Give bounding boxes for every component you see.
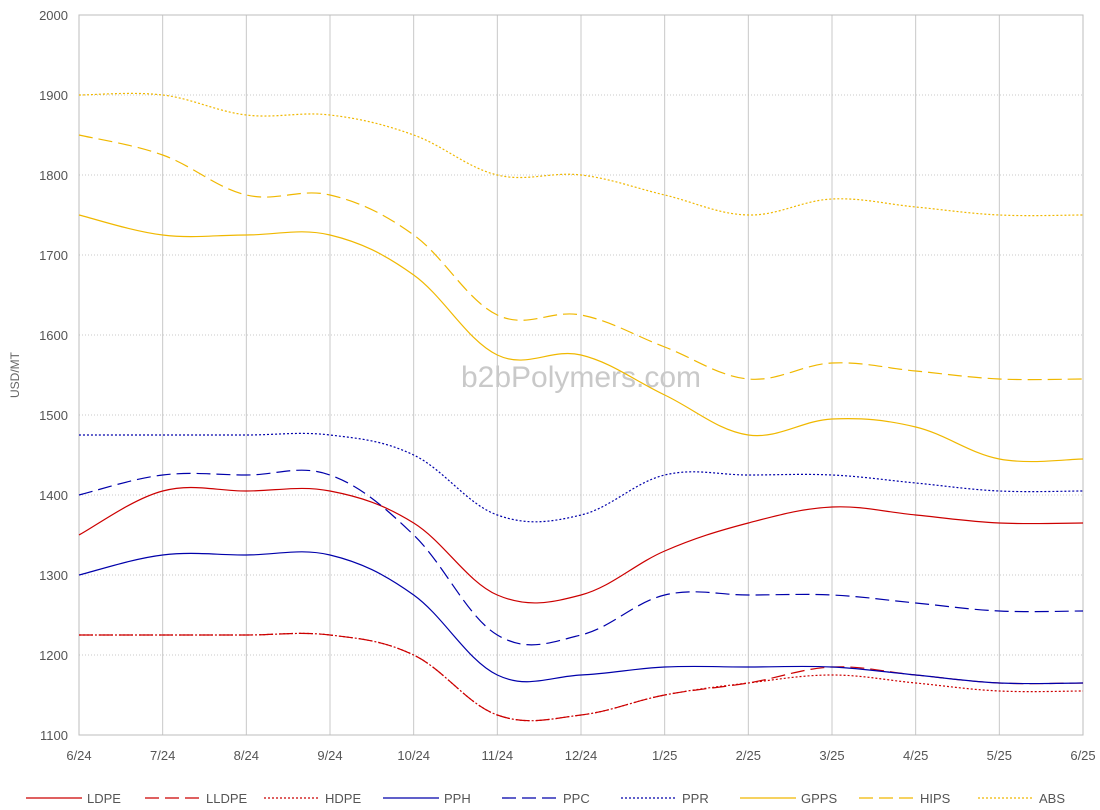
plot-frame [78,14,1084,736]
series-line-abs [78,92,1084,217]
legend-label: PPH [444,791,471,806]
axes: 1100 1200 1300 1400 1500 1600 1700 1800 1900 2000… [39,8,1096,763]
legend-label: GPPS [801,791,837,806]
legend-item-gpps: GPPS [740,791,837,806]
y-tick-label: 2000 [39,8,68,23]
y-tick-label: 1400 [39,488,68,503]
legend-item-abs: ABS [978,791,1065,806]
x-tick-label: 2/25 [736,748,761,763]
x-tick-label: 12/24 [565,748,598,763]
series-line-hdpe [79,632,1084,722]
series-line-ppc [78,469,1084,646]
x-tick-label: 11/24 [482,748,514,763]
y-tick-label: 1600 [39,328,68,343]
legend-item-hdpe: HDPE [264,791,361,806]
y-tick-label: 1800 [39,168,68,183]
legend-item-ppr: PPR [621,791,709,806]
x-tick-label: 4/25 [903,748,928,763]
y-tick-label: 1900 [39,88,68,103]
legend-label: PPR [682,791,709,806]
x-tick-label: 3/25 [819,748,844,763]
x-tick-label: 7/24 [150,748,175,763]
x-tick-label: 1/25 [652,748,677,763]
legend-label: HIPS [920,791,951,806]
y-tick-label: 1500 [39,408,68,423]
x-tick-label: 6/25 [1070,748,1095,763]
y-tick-label: 1700 [39,248,68,263]
series-line-gpps [78,214,1084,463]
legend-item-pph: PPH [383,791,471,806]
legend-item-hips: HIPS [859,791,951,806]
series-line-ldpe [78,486,1084,604]
legend-label: LLDPE [206,791,248,806]
legend-item-lldpe: LLDPE [145,791,248,806]
x-tick-label: 9/24 [317,748,342,763]
y-tick-label: 1200 [39,648,68,663]
series-line-pph [78,551,1084,685]
y-tick-label: 1100 [40,728,68,743]
x-tick-label: 8/24 [234,748,259,763]
watermark: b2bPolymers.com [461,361,701,394]
legend-item-ppc: PPC [502,791,590,806]
legend: LDPE LLDPE HDPE PPH PPC PPR GPPS HIPS ABS [26,791,1065,806]
y-axis-title: USD/MT [8,351,22,398]
x-tick-label: 6/24 [66,748,91,763]
legend-item-ldpe: LDPE [26,791,121,806]
x-tick-label: 10/24 [397,748,430,763]
legend-label: ABS [1039,791,1065,806]
legend-label: LDPE [87,791,121,806]
series-line-hips [78,134,1084,381]
x-tick-label: 5/25 [987,748,1012,763]
series-lines [78,92,1084,722]
legend-label: HDPE [325,791,361,806]
legend-label: PPC [563,791,590,806]
y-tick-label: 1300 [39,568,68,583]
